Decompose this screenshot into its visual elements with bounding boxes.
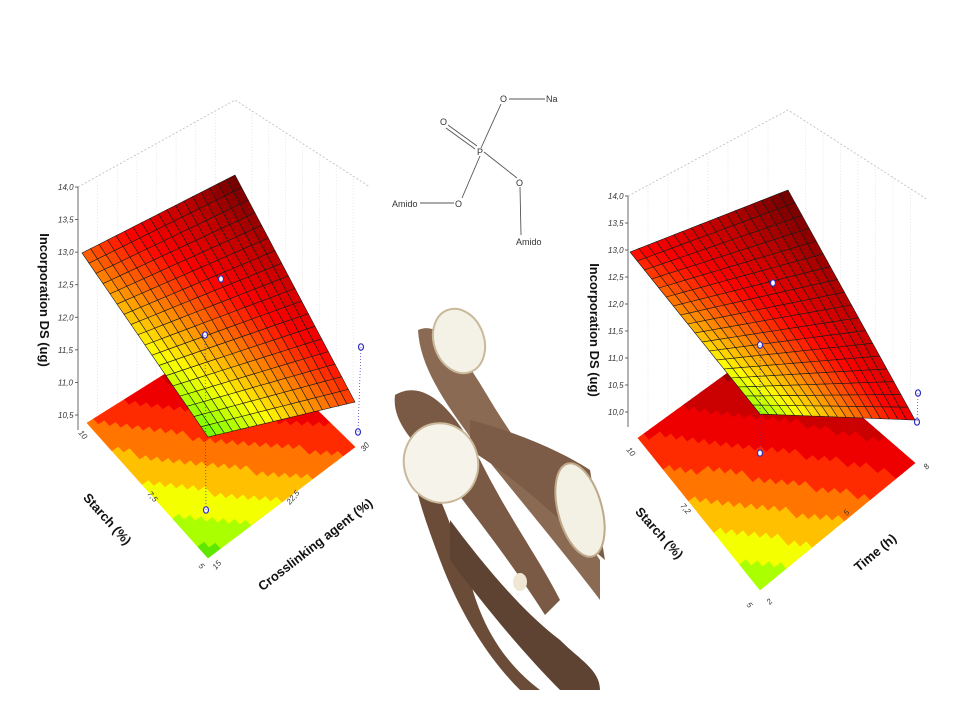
- x-tick-label: 10: [624, 446, 637, 459]
- z-tick-label: 14,0: [58, 183, 74, 192]
- z-tick-label: 11,5: [58, 346, 74, 355]
- y-tick-label: 30: [359, 440, 372, 453]
- surface-cell: [200, 424, 217, 438]
- chemical-structure: [420, 98, 545, 236]
- response-surface: [629, 189, 916, 421]
- x-axis-label: Starch (%): [80, 490, 134, 548]
- atom-o: O: [500, 94, 507, 104]
- atom-o: O: [455, 199, 462, 209]
- y-axis-label: Time (h): [851, 531, 899, 575]
- z-tick-label: 10,5: [608, 381, 624, 390]
- y-tick-label: 5: [842, 508, 852, 518]
- contour-cell: [202, 547, 215, 559]
- z-axis-label: Incorporation DS (ug): [587, 263, 602, 397]
- data-point: [913, 418, 921, 426]
- z-tick-label: 13,0: [608, 246, 624, 255]
- z-tick-label: 12,0: [58, 313, 74, 322]
- z-tick-label: 10,5: [58, 411, 74, 420]
- data-point: [769, 279, 777, 287]
- chemical-labels: O Na O P O O Amido Amido: [392, 94, 558, 247]
- x-tick-label: 5: [744, 601, 754, 611]
- atom-amido: Amido: [392, 199, 418, 209]
- contour-cell: [754, 578, 767, 591]
- z-tick-label: 11,5: [608, 327, 624, 336]
- surface-plot-time: 14,0 13,5 13,0 12,5 12,0 11,5 11,0 10,5 10,0 Inco…: [587, 109, 932, 611]
- response-surface: [81, 174, 356, 438]
- wall-edge: [627, 109, 929, 201]
- y-tick-label: 8: [922, 462, 932, 472]
- surface-plot-crosslinking: 14,0 13,5 13,0 12,5 12,0 11,5 11,0 10,5 Incorpor…: [37, 99, 375, 594]
- x-tick-label: 5: [196, 562, 206, 572]
- z-tick-label: 12,5: [608, 273, 624, 282]
- drop-line: [204, 334, 207, 511]
- y-tick-label: 2: [764, 597, 775, 607]
- z-tick-label: 12,5: [58, 281, 74, 290]
- wall-edge: [77, 99, 371, 188]
- z-tick-label: 10,0: [608, 408, 624, 417]
- atom-amido: Amido: [516, 237, 542, 247]
- z-tick-label: 13,5: [58, 216, 74, 225]
- drop-line: [916, 392, 919, 423]
- z-tick-label: 14,0: [608, 192, 624, 201]
- drop-line: [357, 346, 362, 433]
- cassava-photo: [394, 307, 606, 690]
- data-point: [756, 449, 764, 457]
- y-tick-label: 15: [211, 558, 224, 571]
- z-tick-label: 11,0: [58, 378, 74, 387]
- y-axis-label: Crosslinking agent (%): [255, 495, 375, 594]
- atom-o: O: [440, 117, 447, 127]
- z-tick-label: 13,5: [608, 219, 624, 228]
- floor-contour: [637, 339, 916, 591]
- x-tick-label: 10: [76, 429, 89, 442]
- atom-na: Na: [546, 94, 558, 104]
- z-tick-label: 12,0: [608, 300, 624, 309]
- z-tick-label: 13,0: [58, 248, 74, 257]
- atom-p: P: [477, 147, 483, 157]
- data-point: [217, 275, 225, 283]
- z-tick-label: 11,0: [608, 354, 624, 363]
- atom-o: O: [516, 178, 523, 188]
- x-axis-label: Starch (%): [632, 504, 686, 562]
- z-axis-label: Incorporation DS (ug): [37, 233, 52, 367]
